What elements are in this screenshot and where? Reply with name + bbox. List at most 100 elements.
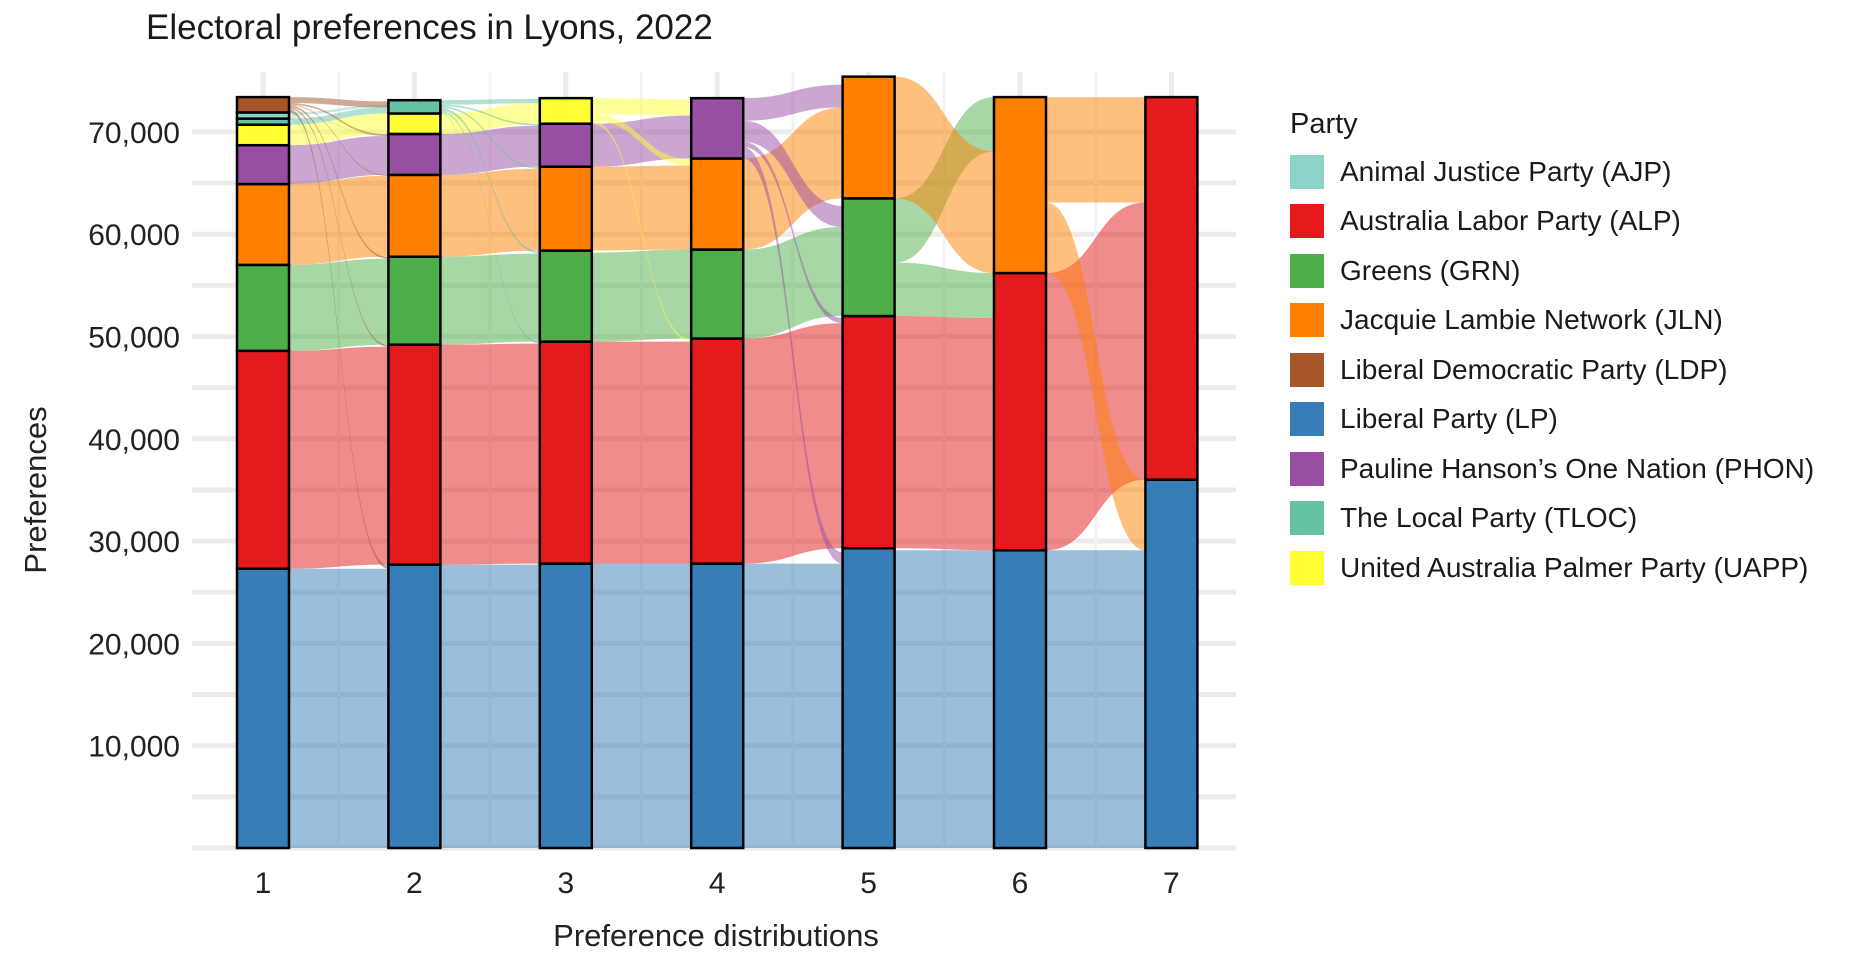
legend-item: Pauline Hanson’s One Nation (PHON) — [1290, 444, 1814, 494]
bar-segment-lp-col-2 — [387, 563, 442, 850]
flow-grn-to-alp — [894, 262, 994, 319]
legend-swatch — [1290, 550, 1324, 585]
y-tick-label: 40,000 — [88, 424, 180, 457]
y-tick-label: 60,000 — [88, 219, 180, 252]
bar-segment-alp-col-6 — [992, 271, 1048, 552]
flow-tloc — [289, 107, 389, 125]
legend-swatch — [1290, 303, 1324, 338]
flow-alp — [743, 323, 843, 564]
flow-tloc-to-phon — [440, 104, 540, 126]
flow-lp — [440, 564, 540, 848]
flow-grn — [289, 258, 389, 351]
flow-grn — [743, 227, 843, 339]
flow-ajp-to-alp — [289, 116, 389, 347]
flow-phon-to-lp — [743, 147, 843, 564]
y-tick-label: 20,000 — [88, 628, 180, 661]
flow-jln — [440, 168, 540, 257]
flow-uapp — [440, 103, 540, 134]
bar-segment-phon-col-4 — [689, 96, 745, 160]
bar-segment-alp-col-2 — [387, 343, 442, 566]
flow-lp — [591, 563, 692, 848]
bar-segment-uapp-col-3 — [538, 96, 594, 125]
flow-uapp-to-phon — [591, 98, 692, 116]
bar-segment-lp-col-1 — [235, 567, 291, 850]
legend-title: Party — [1290, 108, 1358, 140]
y-tick-label: 50,000 — [88, 322, 180, 355]
bar-segment-uapp-col-1 — [235, 123, 291, 147]
bar-segment-alp-col-4 — [689, 337, 745, 565]
x-axis-title: Preference distributions — [553, 918, 879, 953]
flow-phon — [289, 135, 389, 185]
legend-label: Jacquie Lambie Network (JLN) — [1340, 304, 1723, 336]
flow-ajp-to-jln — [289, 115, 389, 176]
legend: Party Animal Justice Party (AJP) Australi… — [1290, 108, 1814, 593]
flow-ajp-to-lp — [289, 117, 389, 569]
bar-segment-uapp-col-2 — [387, 112, 442, 136]
bar-segment-grn-col-1 — [235, 263, 291, 353]
legend-swatch — [1290, 352, 1324, 387]
flow-ldp-to-grn — [289, 105, 389, 259]
bar-segment-grn-col-2 — [387, 255, 442, 346]
legend-item: Liberal Party (LP) — [1290, 395, 1814, 445]
legend-item: Jacquie Lambie Network (JLN) — [1290, 296, 1814, 346]
legend-item: United Australia Palmer Party (UAPP) — [1290, 543, 1814, 593]
bar-segment-ldp-col-1 — [235, 95, 291, 114]
flow-grn — [591, 249, 692, 342]
bar-segment-lp-col-6 — [992, 549, 1048, 850]
x-tick-label: 1 — [255, 867, 272, 900]
flow-tloc-to-jln — [440, 106, 540, 169]
bar-segment-jln-col-1 — [235, 182, 291, 267]
y-tick-label: 70,000 — [88, 117, 180, 150]
flow-tloc-to-lp — [440, 112, 540, 565]
flow-lp — [289, 568, 389, 848]
flow-jln-to-lp — [1046, 202, 1146, 551]
legend-item: The Local Party (TLOC) — [1290, 494, 1814, 544]
legend-item: Australia Labor Party (ALP) — [1290, 197, 1814, 247]
bar-segment-lp-col-3 — [538, 562, 594, 850]
flow-jln — [591, 165, 692, 251]
flow-ldp-to-lp — [289, 109, 389, 569]
bar-segment-jln-col-5 — [841, 75, 896, 200]
x-tick-label: 4 — [709, 867, 726, 900]
y-tick-label: 30,000 — [88, 526, 180, 559]
y-axis-title: Preferences — [18, 406, 53, 573]
bar-segment-jln-col-2 — [387, 173, 442, 258]
legend-label: The Local Party (TLOC) — [1340, 502, 1638, 534]
flow-ajp-to-phon — [289, 114, 389, 136]
bar-segment-grn-col-3 — [538, 249, 594, 343]
flow-phon-to-jln — [743, 84, 843, 121]
flow-ldp-to-tloc — [289, 97, 389, 108]
flow-uapp-to-jln — [591, 114, 692, 166]
flow-tloc-to-uapp — [440, 98, 540, 105]
legend-swatch — [1290, 402, 1324, 437]
x-tick-label: 2 — [406, 867, 423, 900]
legend-items: Animal Justice Party (AJP) Australia Labo… — [1290, 147, 1814, 593]
flow-bands — [289, 76, 1146, 848]
bar-segment-lp-col-4 — [689, 562, 745, 850]
flow-tloc-to-grn — [440, 108, 540, 254]
bar-segment-jln-col-4 — [689, 157, 745, 251]
flow-ldp-to-phon — [289, 103, 389, 136]
flow-ldp-to-alp — [289, 107, 389, 347]
flow-alp — [591, 341, 692, 564]
stacked-bars — [235, 75, 1199, 850]
legend-item: Greens (GRN) — [1290, 246, 1814, 296]
bar-segment-phon-col-2 — [387, 132, 442, 177]
flow-alp — [440, 343, 540, 565]
bar-segment-alp-col-3 — [538, 340, 594, 565]
legend-label: Australia Labor Party (ALP) — [1340, 205, 1681, 237]
flow-uapp-to-alp — [591, 120, 692, 342]
legend-swatch — [1290, 204, 1324, 239]
flow-alp — [289, 346, 389, 569]
flow-alp — [894, 316, 994, 551]
legend-item: Animal Justice Party (AJP) — [1290, 147, 1814, 197]
flow-phon-to-grn — [743, 120, 843, 228]
bar-segment-lp-col-5 — [841, 547, 896, 850]
x-tick-label: 6 — [1012, 867, 1029, 900]
bar-segment-grn-col-4 — [689, 248, 745, 340]
y-tick-label: 10,000 — [88, 731, 180, 764]
bar-segment-alp-col-5 — [841, 314, 896, 550]
flow-ldp-to-jln — [289, 104, 389, 176]
legend-swatch — [1290, 253, 1324, 288]
